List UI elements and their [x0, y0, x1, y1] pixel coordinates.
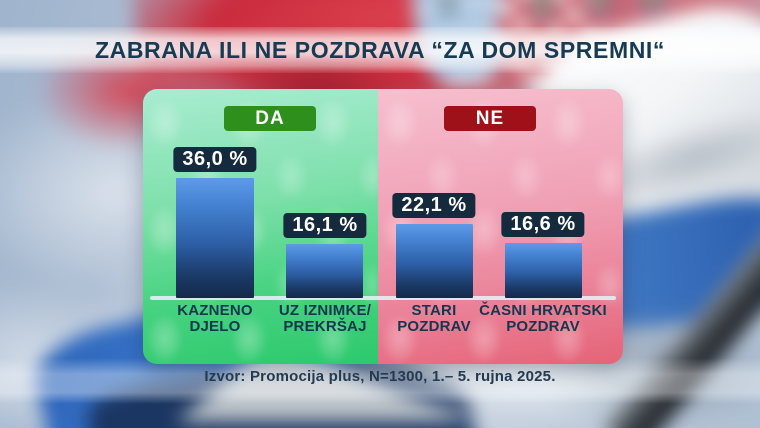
title-banner: ZABRANA ILI NE POZDRAVA “ZA DOM SPREMNI“	[0, 27, 760, 73]
bar-label-uz-iznimke: UZ IZNIMKE/ PREKRŠAJ	[278, 302, 372, 335]
bar-label-casni-hrvatski: ČASNI HRVATSKI POZDRAV	[479, 302, 607, 335]
da-group-badge: DA	[224, 106, 316, 131]
ne-group-badge: NE	[444, 106, 536, 131]
value-badge-uz-iznimke: 16,1 %	[283, 213, 367, 239]
bar-label-kazneno-djelo: KAZNENO DJELO	[177, 302, 253, 335]
page-title: ZABRANA ILI NE POZDRAVA “ZA DOM SPREMNI“	[94, 36, 666, 63]
bar-label-stari-pozdrav: STARI POZDRAV	[397, 302, 471, 335]
bar-uz-iznimke	[286, 244, 363, 298]
value-badge-stari-pozdrav: 22,1 %	[392, 193, 476, 219]
bar-casni-hrvatski	[505, 242, 582, 298]
chart-baseline	[150, 296, 616, 300]
value-badge-kazneno-djelo: 36,0 %	[173, 147, 257, 172]
chart-group-da: DA 36,0 % 16,1 % KAZNENO DJELO UZ IZNIMK…	[143, 89, 378, 364]
bar-stari-pozdrav	[396, 224, 473, 298]
chart-panel: DA 36,0 % 16,1 % KAZNENO DJELO UZ IZNIMK…	[143, 89, 623, 364]
chart-group-ne: NE 22,1 % 16,6 % STARI POZDRAV ČASNI HRV…	[378, 89, 623, 364]
bar-kazneno-djelo	[176, 178, 254, 298]
value-badge-casni-hrvatski: 16,6 %	[501, 211, 585, 237]
source-band	[0, 358, 760, 404]
source-note: Izvor: Promocija plus, N=1300, 1.– 5. ru…	[204, 368, 556, 385]
background-coat-of-arms-star	[428, 0, 468, 28]
